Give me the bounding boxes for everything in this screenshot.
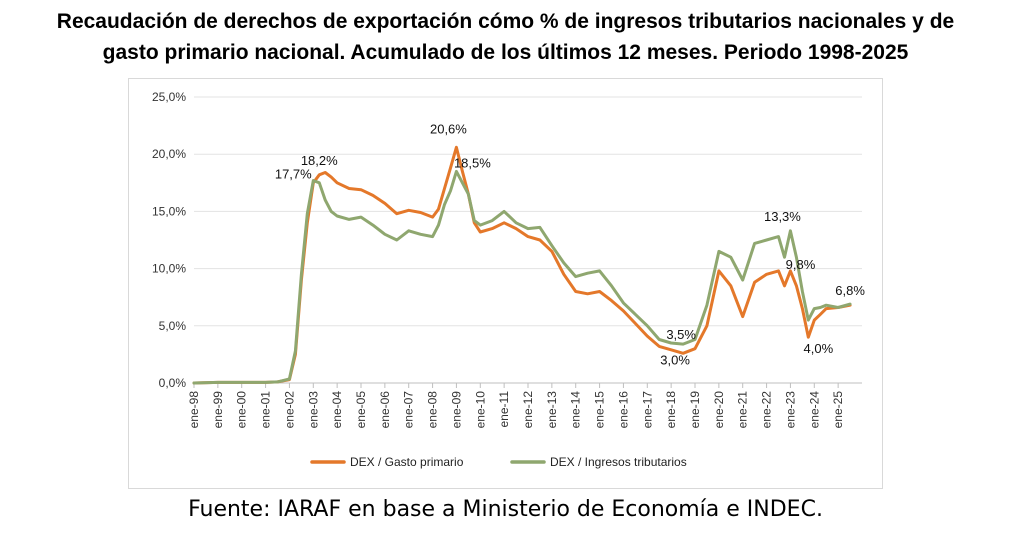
y-tick-label: 10,0% [152, 262, 186, 276]
x-tick-label: ene-24 [807, 391, 821, 429]
x-tick-label: ene-00 [235, 391, 249, 429]
data-label: 18,5% [454, 155, 491, 170]
x-tick-label: ene-02 [282, 391, 296, 429]
x-tick-label: ene-10 [473, 391, 487, 429]
x-tick-label: ene-01 [259, 391, 273, 429]
data-label: 20,6% [430, 121, 467, 136]
x-tick-label: ene-19 [688, 391, 702, 429]
x-tick-label: ene-20 [712, 391, 726, 429]
y-tick-label: 25,0% [152, 90, 186, 104]
line-chart: 0,0% 5,0% 10,0% 15,0% 20,0% 25,0% ene-98 ene-99… [152, 90, 865, 469]
legend-label-ingresos-tributarios: DEX / Ingresos tributarios [550, 455, 687, 469]
data-label: 17,7% [275, 167, 312, 182]
data-label: 9,8% [786, 257, 816, 272]
chart-title-line-1: Recaudación de derechos de exportación c… [56, 10, 955, 33]
x-tick-label: ene-09 [449, 391, 463, 429]
x-tick-label: ene-17 [640, 391, 654, 429]
chart-title-line-2: gasto primario nacional. Acumulado de lo… [102, 41, 909, 64]
data-label: 3,0% [660, 353, 690, 368]
x-tick-label: ene-11 [497, 391, 511, 428]
x-tick-label: ene-05 [354, 391, 368, 429]
x-tick-label: ene-13 [545, 391, 559, 429]
x-tick-label: ene-25 [831, 391, 845, 429]
x-tick-label: ene-16 [616, 391, 630, 429]
data-label: 4,0% [804, 341, 834, 356]
data-label: 18,2% [301, 153, 338, 168]
source-note: Fuente: IARAF en base a Ministerio de Ec… [188, 497, 823, 522]
x-tick-label: ene-21 [736, 391, 750, 429]
y-tick-label: 20,0% [152, 147, 186, 161]
x-tick-label: ene-06 [378, 391, 392, 429]
chart-frame: 0,0% 5,0% 10,0% 15,0% 20,0% 25,0% ene-98 ene-99… [128, 78, 883, 489]
x-tick-label: ene-14 [569, 391, 583, 429]
x-tick-label: ene-07 [402, 391, 416, 429]
y-tick-label: 15,0% [152, 204, 186, 218]
x-tick-label: ene-03 [306, 391, 320, 429]
x-tick-label: ene-12 [521, 391, 535, 429]
x-tick-label: ene-08 [426, 391, 440, 429]
x-tick-label: ene-18 [664, 391, 678, 429]
x-tick-label: ene-22 [760, 391, 774, 429]
x-tick-label: ene-99 [211, 391, 225, 429]
y-tick-label: 0,0% [159, 376, 187, 390]
x-tick-label: ene-98 [187, 391, 201, 429]
x-tick-label: ene-15 [593, 391, 607, 429]
x-tick-label: ene-23 [783, 391, 797, 429]
data-label: 13,3% [764, 209, 801, 224]
data-label: 3,5% [666, 327, 696, 342]
data-label: 6,8% [835, 283, 865, 298]
x-tick-label: ene-04 [330, 391, 344, 429]
series-line-ingresos-tributarios [192, 169, 852, 385]
series-line-gasto-primario [192, 145, 852, 385]
chart-title: Recaudación de derechos de exportación c… [0, 6, 1011, 68]
legend-label-gasto-primario: DEX / Gasto primario [350, 455, 464, 469]
y-tick-label: 5,0% [159, 319, 187, 333]
